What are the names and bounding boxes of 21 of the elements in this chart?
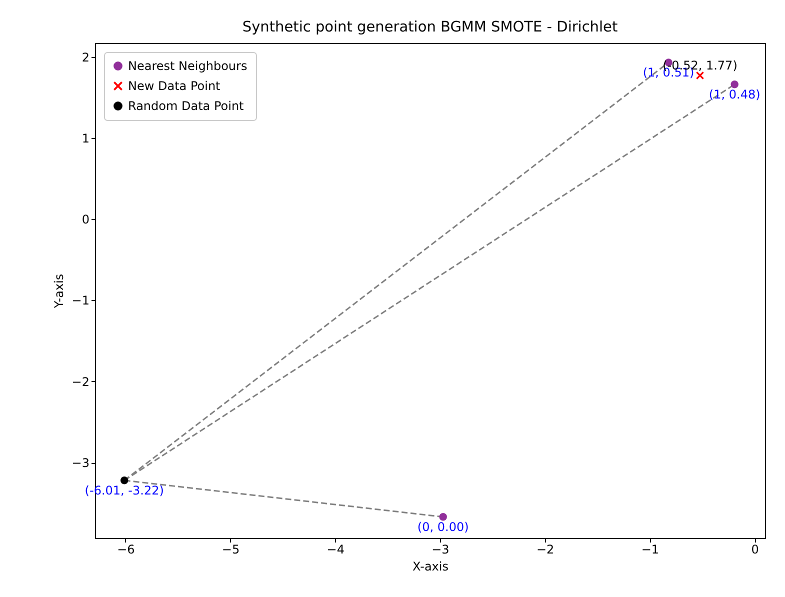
y-tick-label: −1 — [72, 294, 90, 308]
x-tick-label: −2 — [536, 542, 554, 556]
legend-label: Nearest Neighbours — [128, 59, 248, 73]
y-tick-label: −3 — [72, 456, 90, 470]
x-tick-label: −1 — [641, 542, 660, 556]
y-tick-label: 0 — [82, 212, 90, 227]
x-tick-label: −5 — [222, 542, 240, 556]
legend-label: New Data Point — [128, 79, 221, 93]
x-tick-label: −3 — [432, 542, 450, 556]
annotation: (0, 0.00) — [417, 520, 469, 534]
y-axis-title: Y-axis — [52, 274, 66, 310]
y-tick-label: 2 — [82, 50, 90, 64]
x-axis-title: X-axis — [412, 560, 448, 574]
x-tick-label: −4 — [326, 542, 344, 556]
legend-label: Random Data Point — [128, 99, 244, 113]
annotation: (1, 0.48) — [708, 87, 760, 102]
y-tick-label: 1 — [82, 131, 90, 146]
y-tick-label: −2 — [72, 374, 90, 389]
x-tick-label: −6 — [117, 542, 135, 556]
x-tick-label: 0 — [751, 542, 759, 556]
chart-title: Synthetic point generation BGMM SMOTE - Dirichlet — [242, 20, 618, 36]
